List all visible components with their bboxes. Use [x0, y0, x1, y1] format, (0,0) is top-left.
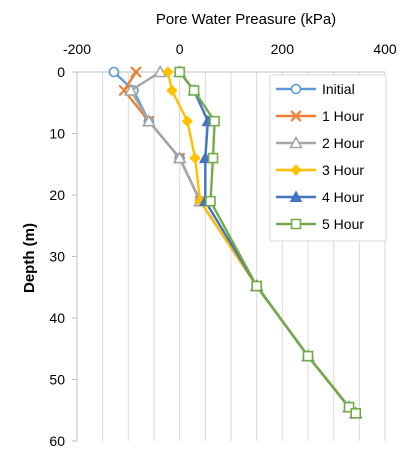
- legend-marker: [289, 135, 303, 149]
- legend: Initial 1 Hour 2 Hour 3 Hour 4 Hour 5 Hour: [269, 74, 387, 242]
- y-tick-label: 60: [49, 433, 65, 449]
- legend-label: 1 Hour: [322, 108, 364, 124]
- axis-layer: -200 0 200 400 0 10 20 30 40 50 60: [49, 41, 396, 449]
- x-axis-title: Pore Water Preasure (kPa): [156, 11, 336, 28]
- legend-label: 2 Hour: [322, 135, 364, 151]
- legend-label: 5 Hour: [322, 216, 364, 232]
- legend-label: 3 Hour: [322, 162, 364, 178]
- data-point-5-hour: [350, 408, 362, 419]
- data-point-3-hour: [166, 84, 178, 97]
- y-tick-label: 30: [49, 249, 65, 265]
- legend-label: Initial: [322, 81, 355, 97]
- legend-marker: [290, 110, 302, 122]
- legend-marker-stroke: [290, 110, 302, 122]
- data-point-3-hour: [162, 66, 174, 78]
- y-tick-label: 50: [49, 372, 65, 388]
- legend-box: [269, 74, 387, 242]
- x-tick-label: 200: [271, 41, 295, 57]
- data-point-initial: [108, 66, 120, 78]
- data-point-5-hour: [343, 401, 355, 413]
- legend-item-5-hour: 5 Hour: [276, 216, 364, 232]
- legend-item-3-hour: 3 Hour: [276, 162, 364, 178]
- x-tick-label: 400: [373, 41, 397, 57]
- legend-marker: [290, 218, 302, 230]
- data-point-1-hour: [130, 66, 142, 78]
- data-point-5-hour: [207, 152, 219, 164]
- legend-label: 4 Hour: [322, 189, 364, 205]
- data-point-1-hour-stroke: [118, 84, 130, 97]
- legend-marker: [290, 83, 302, 95]
- y-tick-label: 10: [49, 126, 65, 142]
- data-point-5-hour: [188, 85, 200, 96]
- data-point-5-hour: [302, 350, 314, 362]
- x-tick-label: -200: [63, 41, 91, 57]
- y-tick-label: 20: [49, 187, 65, 203]
- data-point-3-hour: [181, 115, 194, 127]
- legend-item-initial: Initial: [276, 81, 355, 97]
- series-layer: [108, 64, 363, 420]
- x-tick-label: 0: [176, 41, 184, 57]
- legend-item-2-hour: 2 Hour: [276, 135, 364, 151]
- series-5-hour: [174, 66, 362, 419]
- data-point-5-hour: [209, 115, 220, 127]
- data-point-5-hour: [174, 66, 185, 78]
- data-point-5-hour: [251, 280, 262, 292]
- data-point-3-hour: [189, 152, 201, 164]
- data-point-2-hour: [142, 114, 156, 127]
- legend-item-1-hour: 1 Hour: [276, 108, 364, 124]
- data-point-2-hour: [124, 83, 138, 96]
- data-point-1-hour-stroke: [130, 66, 142, 78]
- y-tick-label: 0: [57, 64, 65, 80]
- legend-marker: [289, 190, 303, 202]
- legend-item-4-hour: 4 Hour: [276, 189, 364, 205]
- data-point-5-hour: [205, 195, 216, 207]
- legend-marker: [290, 164, 302, 176]
- data-point-2-hour: [172, 150, 187, 164]
- y-axis-title: Depth (m): [21, 223, 38, 293]
- y-tick-label: 40: [49, 310, 65, 326]
